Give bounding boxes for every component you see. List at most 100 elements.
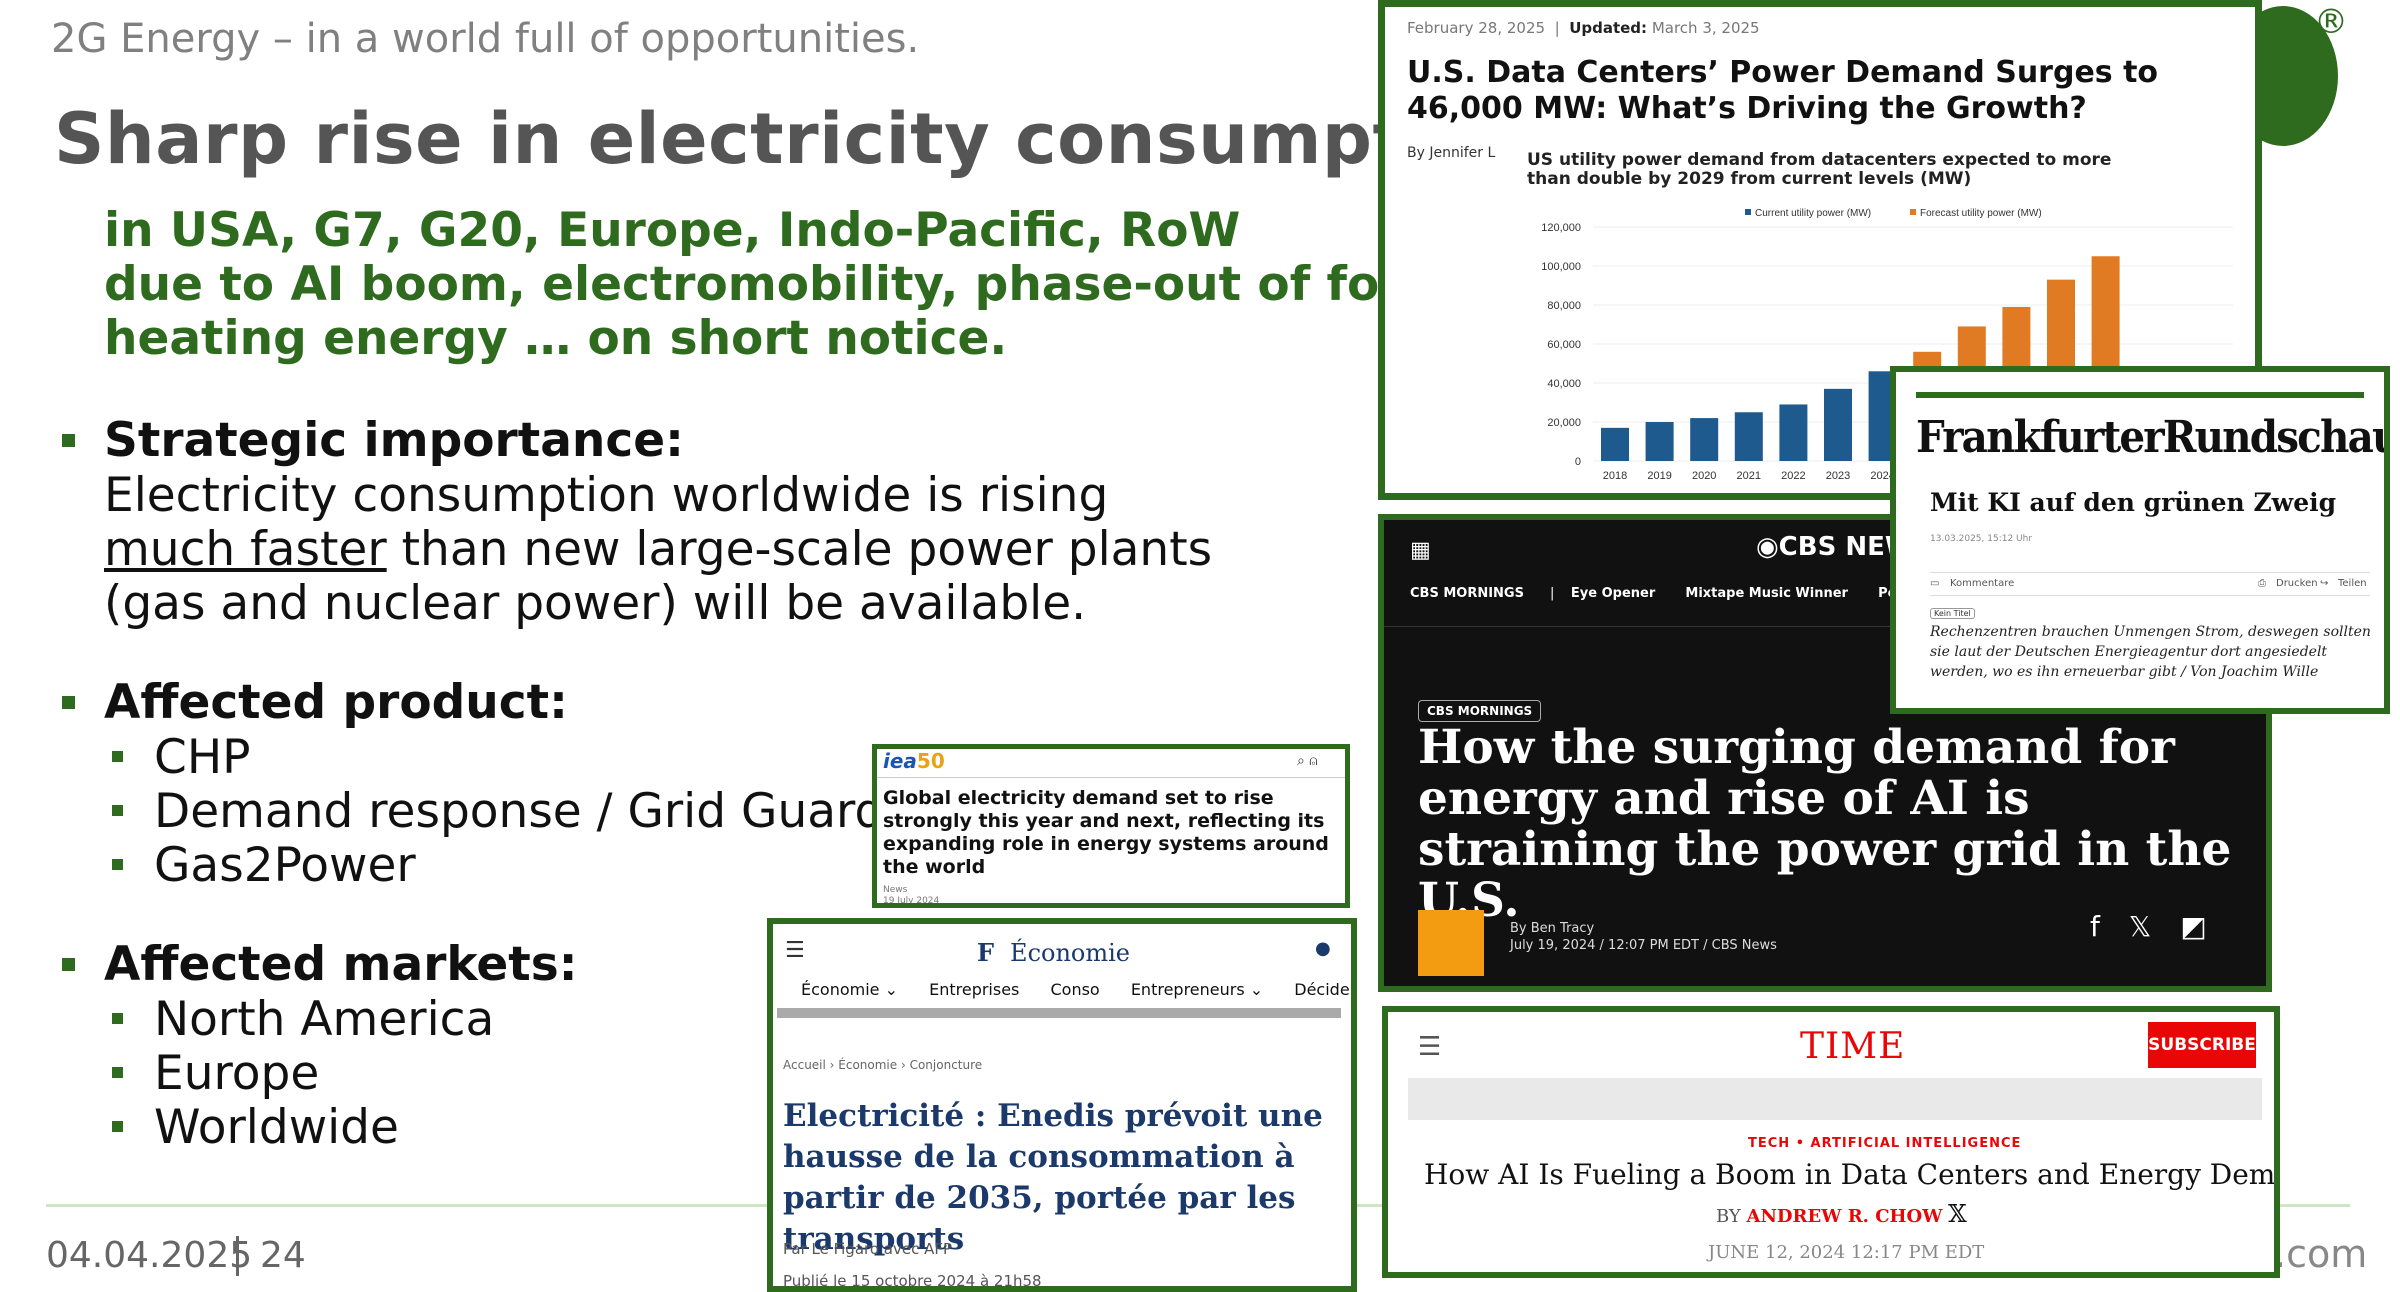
iea-logo: iea50 (883, 749, 945, 773)
comments-icon[interactable]: ▭ (1930, 578, 1940, 589)
page-number: 24 (260, 1235, 306, 1276)
nav-item[interactable]: Mixtape Music Winner (1685, 586, 1848, 601)
iea-logo-50: 50 (916, 749, 945, 773)
nav-item[interactable]: Décideurs (1294, 980, 1351, 999)
y-tick-label: 60,000 (1547, 339, 1581, 351)
horizontal-scrollbar[interactable] (777, 1008, 1341, 1018)
list-item: Europe (154, 1046, 320, 1101)
bullet-square-icon (62, 434, 75, 447)
subscribe-button[interactable]: SUBSCRIBE (2148, 1022, 2256, 1068)
by-label: BY (1716, 1206, 1747, 1227)
nav-item[interactable]: Entreprises (929, 980, 1020, 999)
flipboard-icon[interactable]: ◩ (2180, 910, 2207, 943)
x-tick-label: 2021 (1737, 470, 1761, 482)
article-byline: BY ANDREW R. CHOW 𝕏 (1716, 1200, 1967, 1228)
article-date: 19 July 2024 (883, 896, 940, 906)
comments-link[interactable]: Kommentare (1950, 578, 2015, 589)
article-byline: Par Le Figaro avec AFP (783, 1240, 953, 1258)
article-headline: How the surging demand for energy and ri… (1418, 720, 2232, 928)
list-item: Worldwide (154, 1100, 399, 1155)
nav-item[interactable]: Conso (1050, 980, 1100, 999)
grid-menu-icon[interactable]: ▦ (1410, 538, 1431, 563)
registered-mark: ® (2314, 2, 2348, 42)
article-headline: Mit KI auf den grünen Zweig (1930, 488, 2337, 517)
article-date: February 28, 2025 (1407, 19, 1546, 37)
ad-placeholder (1408, 1078, 2262, 1120)
clipping-frankfurter-rundschau: FrankfurterRundschau Mit KI auf den grün… (1890, 366, 2390, 714)
section-heading: Affected markets: (104, 937, 578, 992)
nav-item[interactable]: Entrepreneurs ⌄ (1130, 980, 1264, 999)
list-item: Demand response / Grid Guard (154, 784, 885, 839)
article-meta: February 28, 2025 | Updated: March 3, 20… (1407, 19, 1760, 37)
section-text: much faster than new large-scale power p… (104, 523, 1212, 577)
sub-bullet-icon (112, 1013, 123, 1024)
clipping-le-figaro: ☰ F Économie ● Économie ⌄ Entreprises Con… (767, 918, 1357, 1292)
clipping-time: ☰ TIME SUBSCRIBE TECH • ARTIFICIAL INTEL… (1382, 1006, 2280, 1278)
article-byline: By Jennifer L (1407, 145, 1496, 161)
sub-bullet-icon (112, 859, 123, 870)
sub-bullet-icon (112, 1067, 123, 1078)
chart-bar (1601, 427, 1629, 461)
author-name: By Ben Tracy (1510, 921, 1595, 936)
x-tick-label: 2019 (1647, 470, 1671, 482)
updated-date: March 3, 2025 (1651, 19, 1760, 37)
article-date: Publié le 15 octobre 2024 à 21h58 (783, 1272, 1042, 1290)
nav-item[interactable]: Eye Opener (1570, 586, 1656, 601)
author-name[interactable]: ANDREW R. CHOW (1746, 1206, 1943, 1227)
chart-bar (1734, 412, 1763, 461)
breadcrumb[interactable]: Accueil › Économie › Conjoncture (783, 1058, 983, 1072)
x-icon[interactable]: 𝕏 (2128, 910, 2152, 943)
article-toolbar: ▭ Kommentare ⎙ Drucken ↪ Teilen (1930, 572, 2370, 596)
section-heading: Strategic importance: (104, 413, 684, 468)
y-tick-label: 20,000 (1547, 417, 1581, 429)
chart-bar (1645, 422, 1674, 461)
user-icon[interactable]: ● (1315, 938, 1331, 959)
chart-title: US utility power demand from datacenters… (1527, 150, 2112, 189)
nav-divider (1384, 626, 2266, 627)
slide-subtitle: in USA, G7, G20, Europe, Indo-Pacific, R… (104, 204, 1467, 366)
social-links: f 𝕏 ◩ (2090, 910, 2227, 943)
article-headline: Electricité : Enedis prévoit une hausse … (783, 1098, 1323, 1257)
sub-bullet-icon (112, 1121, 123, 1132)
facebook-icon[interactable]: f (2090, 910, 2100, 943)
article-date: JUNE 12, 2024 12:17 PM EDT (1708, 1242, 1985, 1263)
list-item: North America (154, 992, 495, 1047)
cbs-nav: CBS MORNINGS | Eye Opener Mixtape Music W… (1410, 586, 1958, 601)
newspaper-masthead: FrankfurterRundschau (1916, 412, 2390, 463)
article-headline: U.S. Data Centers’ Power Demand Surges t… (1407, 55, 2159, 126)
article-meta: News 19 July 2024 (883, 885, 940, 906)
article-headline: Global electricity demand set to rise st… (883, 787, 1329, 878)
subtitle-line: in USA, G7, G20, Europe, Indo-Pacific, R… (104, 203, 1241, 258)
bullet-square-icon (62, 696, 75, 709)
subtitle-line: heating energy … on short notice. (104, 311, 1008, 366)
chart-bar (1779, 404, 1808, 461)
footer-date: 04.04.2025 (46, 1235, 253, 1276)
figaro-nav: Économie ⌄ Entreprises Conso Entrepreneu… (801, 980, 1351, 999)
clipping-iea: iea50 ⌕ ⍝ Global electricity demand set … (872, 744, 1350, 908)
article-category: TECH • ARTIFICIAL INTELLIGENCE (1748, 1136, 2022, 1151)
chart-bar (1824, 388, 1852, 461)
x-tick-label: 2020 (1692, 470, 1716, 482)
nav-item[interactable]: Économie ⌄ (801, 980, 898, 999)
print-link[interactable]: Drucken (2276, 578, 2318, 589)
section-text-rest: than new large-scale power plants (386, 522, 1213, 577)
time-logo: TIME (1800, 1026, 1906, 1067)
share-icon[interactable]: ↪ (2320, 578, 2329, 589)
bullet-square-icon (62, 958, 75, 971)
hamburger-menu-icon[interactable]: ☰ (785, 938, 805, 963)
user-icon[interactable]: ⍝ (1309, 753, 1318, 769)
x-icon[interactable]: 𝕏 (1948, 1200, 1967, 1228)
share-link[interactable]: Teilen (2338, 578, 2367, 589)
x-tick-label: 2018 (1603, 470, 1627, 482)
nav-item[interactable]: CBS MORNINGS (1410, 586, 1524, 601)
x-tick-label: 2022 (1781, 470, 1805, 482)
header-divider (877, 777, 1345, 778)
search-icon[interactable]: ⌕ (1297, 753, 1305, 769)
hamburger-menu-icon[interactable]: ☰ (1418, 1032, 1442, 1062)
legend-label: Forecast utility power (MW) (1920, 208, 2042, 219)
print-icon[interactable]: ⎙ (2258, 578, 2266, 589)
section-name: Économie (1010, 939, 1130, 967)
masthead-bar (1916, 392, 2364, 398)
article-type: News (883, 885, 908, 895)
article-byline: By Ben Tracy July 19, 2024 / 12:07 PM ED… (1510, 920, 1777, 954)
